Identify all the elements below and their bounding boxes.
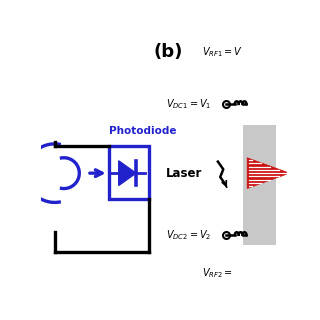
- Text: $V_{RF2}=$: $V_{RF2}=$: [203, 266, 234, 280]
- Bar: [243, 125, 276, 245]
- Polygon shape: [247, 158, 290, 188]
- Text: (b): (b): [153, 43, 182, 61]
- Bar: [108, 146, 148, 198]
- Text: Laser: Laser: [166, 167, 203, 180]
- Text: $V_{DC2}=V_2$: $V_{DC2}=V_2$: [166, 228, 212, 242]
- Text: $V_{RF1}=V$: $V_{RF1}=V$: [203, 45, 244, 59]
- Text: Photodiode: Photodiode: [108, 126, 176, 136]
- Polygon shape: [119, 161, 136, 186]
- Text: $V_{DC1}=V_1$: $V_{DC1}=V_1$: [166, 97, 212, 111]
